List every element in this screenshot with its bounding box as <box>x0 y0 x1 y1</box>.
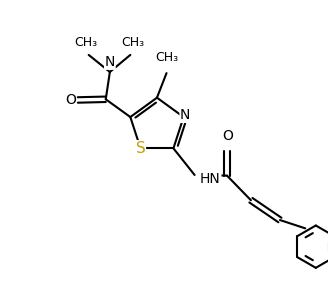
Text: CH₃: CH₃ <box>156 50 179 64</box>
Text: S: S <box>136 141 145 156</box>
Text: N: N <box>105 55 115 69</box>
Text: HN: HN <box>200 172 221 186</box>
Text: O: O <box>65 93 76 107</box>
Text: O: O <box>222 129 233 143</box>
Text: CH₃: CH₃ <box>121 36 145 50</box>
Text: CH₃: CH₃ <box>74 36 98 50</box>
Text: N: N <box>180 108 190 122</box>
